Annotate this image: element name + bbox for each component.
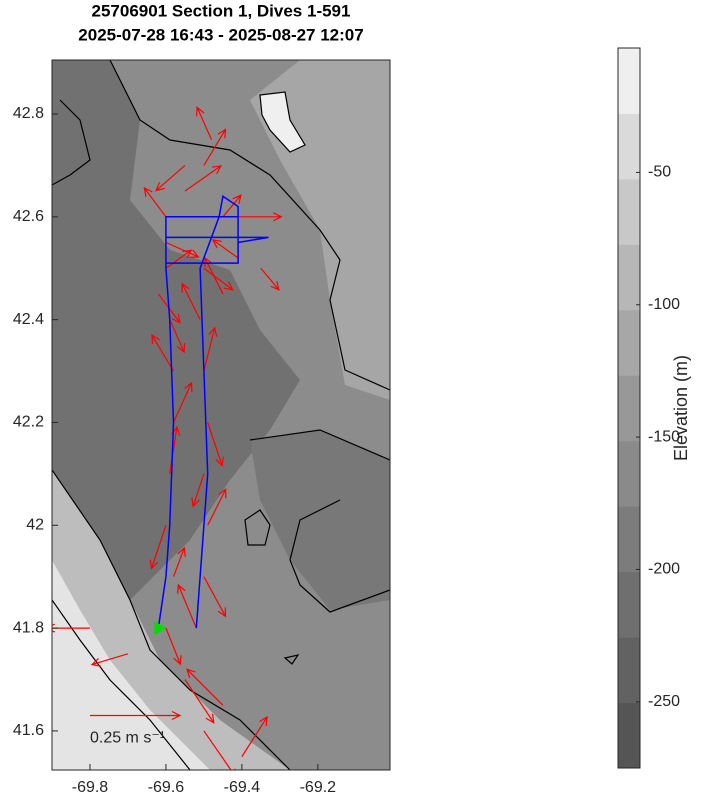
current-vector [184,679,215,724]
plot-marks [52,106,283,770]
start-marker [154,621,167,636]
chart-subtitle: 2025-07-28 16:43 - 2025-08-27 12:07 [78,25,363,44]
current-vector [185,668,224,706]
y-tick-label: 41.6 [13,722,44,739]
current-vector [203,576,227,618]
colorbar-band [618,571,640,638]
colorbar-band [618,113,640,180]
current-vector [241,715,268,757]
plot-frame [51,59,391,771]
colorbar-band [618,702,640,769]
current-vector [204,256,224,295]
colorbar-band [618,375,640,442]
current-vector [211,239,239,259]
colorbar-band [618,48,640,114]
y-tick-label: 42 [26,516,44,533]
current-vector [151,333,175,372]
current-vector [184,165,223,192]
x-tick-label: -69.6 [148,779,185,796]
x-tick-label: -69.8 [72,779,109,796]
current-vector [207,422,224,467]
current-vector [222,194,242,218]
colorbar-band [618,244,640,311]
colorbar-band [618,309,640,376]
y-tick-label: 42.2 [13,414,44,431]
colorbar-band [618,440,640,507]
y-tick-label: 42.8 [13,105,44,122]
colorbar-band [618,506,640,573]
current-vector [155,164,186,192]
colorbar-tick-label: -250 [648,693,680,710]
colorbar-tick-label: -50 [648,164,671,181]
colorbar-tick-label: -150 [648,428,680,445]
current-vector [181,282,201,320]
current-vector [203,128,227,166]
current-vector [207,488,227,526]
current-vector [238,212,283,222]
glider-track [157,194,269,629]
current-vector [203,267,234,291]
current-vector [149,525,167,570]
scale-arrow [89,710,182,721]
colorbar-label: Elevation (m) [671,355,691,461]
colorbar-tick-label: -100 [648,296,680,313]
x-tick-label: -69.4 [224,779,261,796]
current-vector [165,627,182,666]
current-vector [191,473,205,508]
colorbar-tick-label: -200 [648,561,680,578]
y-tick-label: 42.6 [13,208,44,225]
colorbar-band [618,178,640,245]
current-vector [172,381,193,423]
y-tick-label: 42.4 [13,311,44,328]
current-vector [143,186,167,218]
current-vector [169,319,186,354]
current-vector [177,583,197,629]
x-tick-label: -69.2 [300,779,337,796]
current-vector [203,326,218,372]
current-vector [172,546,186,577]
chart-title: 25706901 Section 1, Dives 1-591 [92,1,351,20]
scale-label: 0.25 m s⁻¹ [90,730,165,747]
current-vector [90,653,129,667]
current-vector [165,241,200,258]
colorbar-band [618,637,640,704]
y-tick-label: 41.8 [13,619,44,636]
current-vector [260,267,280,291]
current-vector [196,106,213,140]
colorbar-frame [617,47,641,769]
bathymetry [52,60,390,770]
